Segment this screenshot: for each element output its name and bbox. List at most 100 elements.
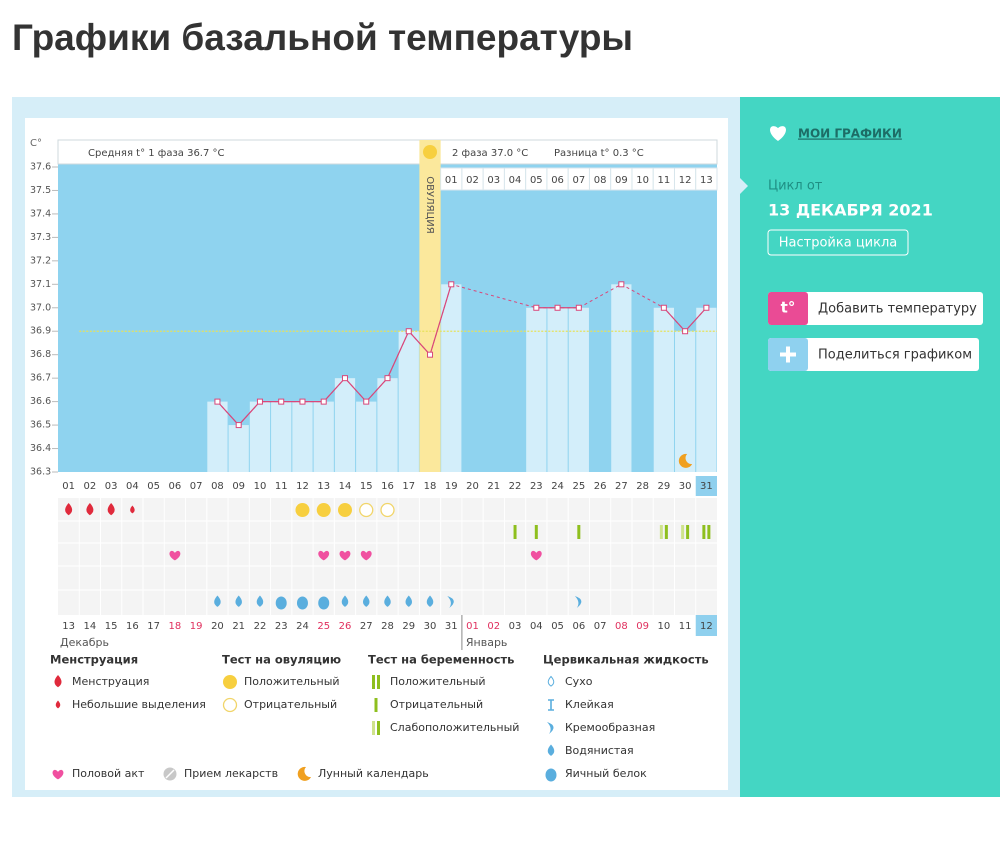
settings-button-label[interactable]: Настройка цикла <box>779 236 898 251</box>
x-tick-label: 19 <box>445 481 458 492</box>
icon-heart <box>52 769 64 780</box>
temperature-bar <box>653 307 674 472</box>
icon-part <box>316 503 331 517</box>
icon-part <box>86 503 94 516</box>
icon-part <box>52 769 64 780</box>
legend-label: Менструация <box>72 675 149 688</box>
temperature-point <box>703 304 710 311</box>
icon-menses <box>107 503 115 516</box>
temperature-point <box>320 398 327 405</box>
y-tick-label: 36.6 <box>30 396 51 407</box>
temperature-bar <box>398 331 419 472</box>
share-label[interactable]: Поделиться графиком <box>818 348 972 363</box>
my-charts-link[interactable]: МОИ ГРАФИКИ <box>798 127 902 141</box>
icon-pgneg <box>534 525 538 539</box>
icon-part <box>702 525 706 539</box>
icon-sticky <box>548 699 554 711</box>
settings-button[interactable] <box>767 229 909 256</box>
icon-spot <box>130 505 135 514</box>
add-temperature-button[interactable] <box>768 292 983 325</box>
icon-part <box>574 596 582 608</box>
temperature-point <box>660 304 667 311</box>
temperature-bar <box>547 307 568 472</box>
icon-egg <box>296 596 308 610</box>
icon-pgweak <box>681 525 690 539</box>
legend-label: Положительный <box>244 675 340 688</box>
phase2-label: 2 фаза 37.0 °C <box>452 148 528 159</box>
legend-title: Менструация <box>50 653 138 667</box>
legend-label: Половой акт <box>72 767 145 780</box>
phase2-day-label: 12 <box>679 175 692 186</box>
x-tick-label: 17 <box>402 481 415 492</box>
y-tick-label: 36.3 <box>30 467 51 478</box>
date-label: 08 <box>615 621 628 632</box>
icon-pgpos <box>702 525 711 539</box>
sidebar <box>740 97 1000 797</box>
date-label: 22 <box>254 621 267 632</box>
x-tick-label: 31 <box>700 481 713 492</box>
icon-watery <box>426 595 434 607</box>
x-tick-label: 27 <box>615 481 628 492</box>
date-label: 31 <box>445 621 458 632</box>
icon-part <box>223 675 237 689</box>
date-label: 20 <box>211 621 224 632</box>
icon-part <box>297 766 311 781</box>
cycle-from: Цикл от <box>768 179 823 194</box>
date-label: 30 <box>424 621 437 632</box>
x-tick-label: 06 <box>169 481 182 492</box>
date-label: 07 <box>594 621 607 632</box>
heart-icon <box>770 126 786 141</box>
temperature-bar <box>313 401 334 472</box>
legend-label: Водянистая <box>565 744 634 757</box>
icon-part <box>405 595 413 607</box>
icon-watery <box>341 595 349 607</box>
legend-label: Яичный белок <box>565 767 647 780</box>
icon-part <box>686 525 690 539</box>
icon-pgneg <box>513 525 517 539</box>
x-tick-label: 15 <box>360 481 373 492</box>
icon-ovpos <box>316 503 331 517</box>
y-tick-label: 36.7 <box>30 373 51 384</box>
icon-pgneg <box>374 698 378 712</box>
x-tick-label: 18 <box>424 481 437 492</box>
temperature-point <box>427 351 434 358</box>
y-tick-label: 37.6 <box>30 162 51 173</box>
header-row <box>57 139 718 165</box>
icon-heart <box>360 550 372 561</box>
icon-part <box>534 525 538 539</box>
icon-creamy <box>447 596 454 608</box>
icon-part <box>318 596 330 610</box>
x-tick-label: 12 <box>296 481 309 492</box>
x-tick-label: 05 <box>147 481 160 492</box>
temperature-bar <box>249 401 271 472</box>
legend-title: Цервикальная жидкость <box>543 653 709 667</box>
phase2-day-label: 01 <box>445 175 458 186</box>
date-label: 14 <box>84 621 97 632</box>
icon-part <box>678 453 693 468</box>
date-label: 29 <box>402 621 415 632</box>
icon-part <box>295 503 310 517</box>
date-label: 19 <box>190 621 203 632</box>
temperature-point <box>682 328 689 335</box>
temperature-point <box>384 375 391 382</box>
icon-menses <box>65 503 73 516</box>
x-tick-label: 13 <box>317 481 330 492</box>
date-label: 17 <box>147 621 160 632</box>
x-tick-label: 11 <box>275 481 288 492</box>
icon-part <box>545 768 557 782</box>
phase2-day-label: 10 <box>636 175 649 186</box>
icon-pill <box>163 767 177 781</box>
icon-watery <box>235 595 242 607</box>
icon-part <box>547 722 554 734</box>
icon-part <box>107 503 115 516</box>
share-button[interactable] <box>768 338 979 371</box>
y-axis-label: C° <box>30 138 42 149</box>
icon-part <box>360 550 372 561</box>
y-tick-label: 37.0 <box>30 302 51 313</box>
add-temperature-icon-bg <box>768 292 808 325</box>
add-temperature-label[interactable]: Добавить температуру <box>818 302 977 317</box>
icon-moon <box>678 453 693 468</box>
icon-part <box>374 698 378 712</box>
